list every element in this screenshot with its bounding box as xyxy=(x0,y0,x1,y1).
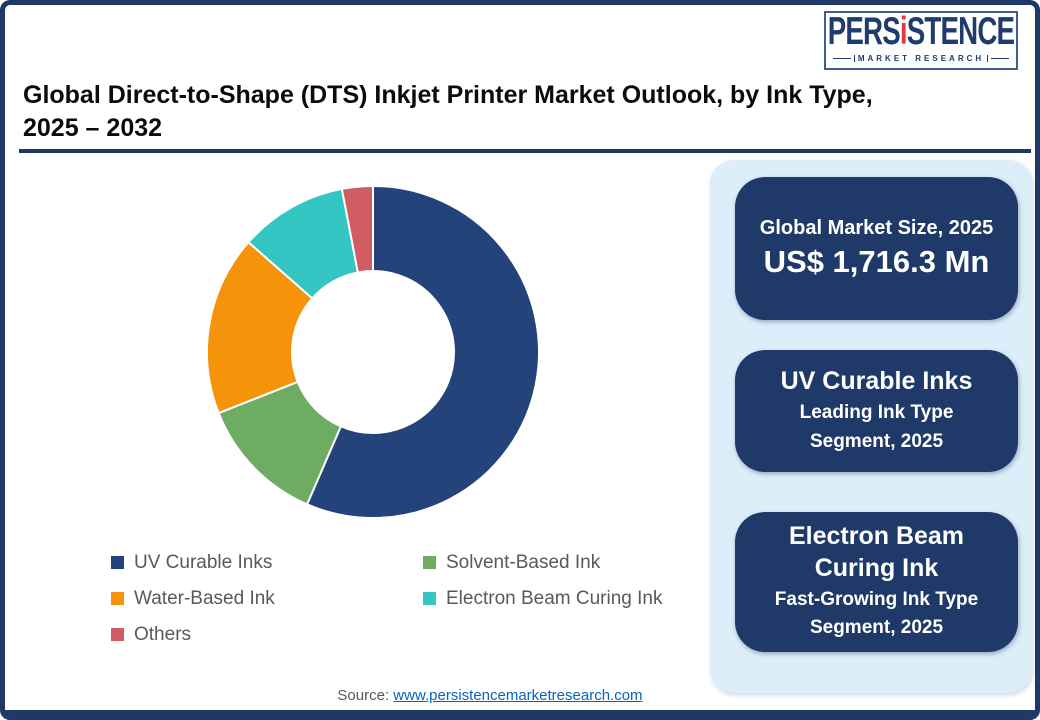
fast-growing-segment-card: Electron Beam Curing Ink Fast-Growing In… xyxy=(735,512,1018,652)
tagline-cap-left xyxy=(853,54,855,62)
tagline-cap-right xyxy=(987,54,989,62)
legend-item: Solvent-Based Ink xyxy=(423,551,701,574)
source-line: Source: www.persistencemarketresearch.co… xyxy=(5,687,975,704)
highlights-panel: Global Market Size, 2025 US$ 1,716.3 Mn … xyxy=(710,160,1032,693)
donut-chart-container xyxy=(205,184,541,520)
tagline-line-right xyxy=(991,57,1009,59)
leading-segment-subtext: Leading Ink Type Segment, 2025 xyxy=(799,402,954,452)
legend-label: Electron Beam Curing Ink xyxy=(446,587,663,609)
legend-item: Electron Beam Curing Ink xyxy=(423,587,701,610)
market-size-card: Global Market Size, 2025 US$ 1,716.3 Mn xyxy=(735,177,1018,320)
brand-logo-i: i xyxy=(899,8,908,52)
fast-growing-segment-subtext: Fast-Growing Ink Type Segment, 2025 xyxy=(774,588,979,639)
legend: UV Curable Inks Solvent-Based Ink Water-Ba… xyxy=(111,551,701,646)
tagline-line-left xyxy=(833,57,851,59)
legend-swatch xyxy=(111,628,124,641)
legend-label: Solvent-Based Ink xyxy=(446,551,601,573)
donut-segment xyxy=(306,185,540,519)
source-link[interactable]: www.persistencemarketresearch.com xyxy=(393,687,643,704)
leading-segment-heading: UV Curable Inks xyxy=(780,366,973,395)
brand-logo-text: PERSiSTENCE xyxy=(827,8,1015,52)
leading-segment-card: UV Curable Inks Leading Ink Type Segment… xyxy=(735,350,1018,472)
page-title: Global Direct-to-Shape (DTS) Inkjet Prin… xyxy=(23,79,1018,144)
legend-item: Others xyxy=(111,623,423,646)
source-label: Source: xyxy=(337,687,390,704)
title-underline xyxy=(19,149,1031,153)
page-title-line1: Global Direct-to-Shape (DTS) Inkjet Prin… xyxy=(23,81,873,109)
brand-logo-post: STENCE xyxy=(906,8,1015,52)
market-size-heading: Global Market Size, 2025 xyxy=(759,217,994,240)
brand-logo-tagline: MARKET RESEARCH xyxy=(833,54,1009,63)
legend-item: Water-Based Ink xyxy=(111,587,423,610)
legend-label: UV Curable Inks xyxy=(134,551,273,573)
legend-swatch xyxy=(111,592,124,605)
legend-label: Water-Based Ink xyxy=(134,587,275,609)
donut-chart xyxy=(206,185,540,519)
legend-swatch xyxy=(423,556,436,569)
tagline-text: MARKET RESEARCH xyxy=(857,53,985,63)
legend-item: UV Curable Inks xyxy=(111,551,423,574)
market-size-value: US$ 1,716.3 Mn xyxy=(763,244,990,280)
legend-swatch xyxy=(111,556,124,569)
brand-logo-pre: PERS xyxy=(827,8,901,52)
legend-label: Others xyxy=(134,623,192,645)
donut-segment xyxy=(206,241,314,415)
brand-logo: PERSiSTENCE MARKET RESEARCH xyxy=(824,11,1018,70)
fast-growing-segment-heading: Electron Beam Curing Ink xyxy=(788,522,965,582)
legend-swatch xyxy=(423,592,436,605)
page-title-line2: 2025 – 2032 xyxy=(23,113,163,142)
donut-segment xyxy=(340,185,374,274)
